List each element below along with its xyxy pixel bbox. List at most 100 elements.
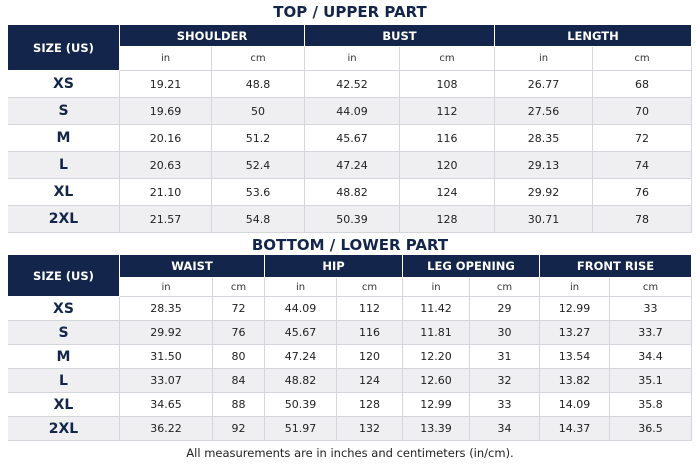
measurement: 21.10 xyxy=(120,179,212,206)
measurement: 42.52 xyxy=(305,71,400,98)
measurement: 20.16 xyxy=(120,125,212,152)
size-label: M xyxy=(8,125,120,152)
measurement: 48.82 xyxy=(265,369,337,393)
unit-header: in xyxy=(120,278,213,297)
measurement: 48.8 xyxy=(212,71,305,98)
measurement: 116 xyxy=(337,321,403,345)
measurement: 72 xyxy=(213,297,265,321)
size-label: 2XL xyxy=(8,417,120,441)
unit-header: cm xyxy=(610,278,692,297)
measurement: 50 xyxy=(212,98,305,125)
measurement: 128 xyxy=(337,393,403,417)
measurement: 116 xyxy=(400,125,495,152)
measurement: 28.35 xyxy=(495,125,593,152)
measurement: 27.56 xyxy=(495,98,593,125)
measurement: 120 xyxy=(400,152,495,179)
measurement: 88 xyxy=(213,393,265,417)
unit-header: in xyxy=(540,278,610,297)
measurement: 12.60 xyxy=(403,369,470,393)
measurement: 53.6 xyxy=(212,179,305,206)
group-header: LENGTH xyxy=(495,25,692,47)
measurement: 29 xyxy=(470,297,540,321)
measurement: 78 xyxy=(593,206,692,233)
section-title: TOP / UPPER PART xyxy=(273,3,427,21)
measurement: 14.37 xyxy=(540,417,610,441)
measurement: 50.39 xyxy=(305,206,400,233)
unit-header: cm xyxy=(470,278,540,297)
measurement: 70 xyxy=(593,98,692,125)
measurement: 128 xyxy=(400,206,495,233)
measurement: 20.63 xyxy=(120,152,212,179)
measurement: 33 xyxy=(470,393,540,417)
measurement: 80 xyxy=(213,345,265,369)
unit-header: cm xyxy=(212,47,305,71)
unit-header: in xyxy=(120,47,212,71)
measurement: 29.92 xyxy=(495,179,593,206)
size-label: 2XL xyxy=(8,206,120,233)
measurement: 47.24 xyxy=(305,152,400,179)
footnote: All measurements are in inches and centi… xyxy=(186,446,514,460)
measurement: 34.4 xyxy=(610,345,692,369)
measurement: 47.24 xyxy=(265,345,337,369)
measurement: 29.92 xyxy=(120,321,213,345)
size-header: SIZE (US) xyxy=(8,25,120,71)
section-title: BOTTOM / LOWER PART xyxy=(251,236,449,254)
measurement: 33 xyxy=(610,297,692,321)
measurement: 36.22 xyxy=(120,417,213,441)
measurement: 28.35 xyxy=(120,297,213,321)
group-header: HIP xyxy=(265,255,403,278)
measurement: 11.81 xyxy=(403,321,470,345)
group-header: FRONT RISE xyxy=(540,255,692,278)
measurement: 19.69 xyxy=(120,98,212,125)
unit-header: cm xyxy=(337,278,403,297)
measurement: 26.77 xyxy=(495,71,593,98)
measurement: 112 xyxy=(337,297,403,321)
measurement: 34 xyxy=(470,417,540,441)
measurement: 52.4 xyxy=(212,152,305,179)
measurement: 51.2 xyxy=(212,125,305,152)
measurement: 120 xyxy=(337,345,403,369)
unit-header: cm xyxy=(400,47,495,71)
measurement: 108 xyxy=(400,71,495,98)
size-label: S xyxy=(8,98,120,125)
measurement: 12.20 xyxy=(403,345,470,369)
measurement: 19.21 xyxy=(120,71,212,98)
group-header: SHOULDER xyxy=(120,25,305,47)
measurement: 45.67 xyxy=(305,125,400,152)
size-label: M xyxy=(8,345,120,369)
measurement: 48.82 xyxy=(305,179,400,206)
size-header: SIZE (US) xyxy=(8,255,120,297)
measurement: 21.57 xyxy=(120,206,212,233)
measurement: 29.13 xyxy=(495,152,593,179)
size-label: S xyxy=(8,321,120,345)
measurement: 84 xyxy=(213,369,265,393)
measurement: 68 xyxy=(593,71,692,98)
group-header: WAIST xyxy=(120,255,265,278)
measurement: 92 xyxy=(213,417,265,441)
measurement: 74 xyxy=(593,152,692,179)
unit-header: cm xyxy=(213,278,265,297)
measurement: 50.39 xyxy=(265,393,337,417)
measurement: 72 xyxy=(593,125,692,152)
unit-header: in xyxy=(265,278,337,297)
unit-header: cm xyxy=(593,47,692,71)
measurement: 54.8 xyxy=(212,206,305,233)
measurement: 31 xyxy=(470,345,540,369)
measurement: 34.65 xyxy=(120,393,213,417)
measurement: 30 xyxy=(470,321,540,345)
measurement: 76 xyxy=(593,179,692,206)
measurement: 124 xyxy=(337,369,403,393)
size-label: L xyxy=(8,369,120,393)
size-label: XS xyxy=(8,71,120,98)
size-label: XL xyxy=(8,393,120,417)
measurement: 12.99 xyxy=(403,393,470,417)
group-header: LEG OPENING xyxy=(403,255,540,278)
measurement: 30.71 xyxy=(495,206,593,233)
measurement: 35.1 xyxy=(610,369,692,393)
measurement: 13.54 xyxy=(540,345,610,369)
measurement: 13.39 xyxy=(403,417,470,441)
group-header: BUST xyxy=(305,25,495,47)
measurement: 13.82 xyxy=(540,369,610,393)
measurement: 12.99 xyxy=(540,297,610,321)
